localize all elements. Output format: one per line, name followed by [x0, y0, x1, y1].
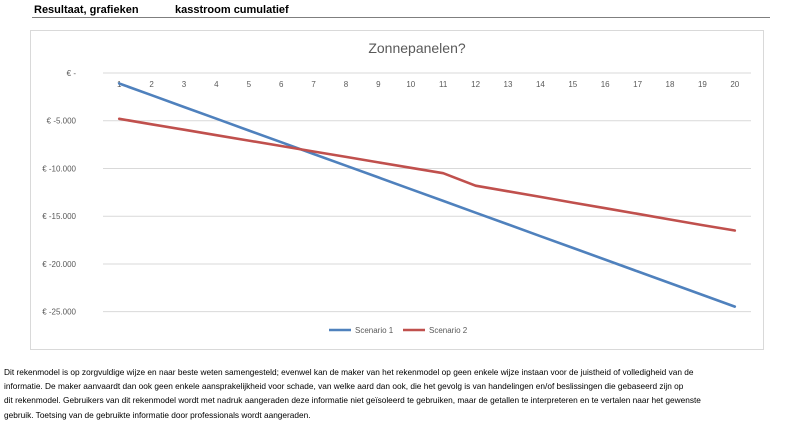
x-tick-label: 6: [279, 80, 284, 89]
series-line-scenario-1: [117, 82, 737, 308]
disclaimer-line: dit rekenmodel. Gebruikers van dit reken…: [4, 395, 701, 406]
y-tick-label: € -5.000: [47, 117, 77, 126]
disclaimer-line: informatie. De maker aanvaardt dan ook g…: [4, 381, 684, 392]
x-tick-label: 17: [633, 80, 642, 89]
y-tick-label: € -10.000: [42, 164, 76, 173]
x-tick-label: 14: [536, 80, 545, 89]
y-tick-label: € -20.000: [42, 260, 76, 269]
x-tick-label: 5: [247, 80, 252, 89]
x-tick-label: 2: [149, 80, 154, 89]
line-chart: Zonnepanelen? € - € -5.000 € -10.000 € -15.0…: [42, 40, 751, 335]
legend-label: Scenario 1: [355, 326, 394, 335]
sheet-header: Resultaat, grafieken kasstroom cumulatie…: [32, 3, 770, 18]
x-tick-label: 12: [471, 80, 480, 89]
disclaimer-text: Dit rekenmodel is op zorgvuldige wijze e…: [4, 365, 786, 422]
x-tick-label: 13: [504, 80, 513, 89]
x-tick-label: 8: [344, 80, 349, 89]
x-tick-label: 4: [214, 80, 219, 89]
x-tick-label: 11: [439, 80, 448, 89]
x-tick-label: 3: [182, 80, 187, 89]
x-tick-label: 10: [406, 80, 415, 89]
y-tick-label: € -25.000: [42, 308, 76, 317]
disclaimer-line: gebruik. Toetsing van de gebruikte infor…: [4, 409, 311, 420]
y-tick-label: € -: [67, 69, 77, 78]
x-tick-label: 7: [311, 80, 316, 89]
legend-label: Scenario 2: [429, 326, 468, 335]
x-tick-label: 15: [568, 80, 577, 89]
header-title-results: Resultaat, grafieken: [34, 4, 139, 16]
x-tick-label: 16: [601, 80, 610, 89]
x-tick-label: 20: [730, 80, 739, 89]
header-title-cashflow: kasstroom cumulatief: [175, 4, 289, 16]
y-tick-label: € -15.000: [42, 212, 76, 221]
chart-area[interactable]: Zonnepanelen? € - € -5.000 € -10.000 € -15.0…: [30, 30, 764, 350]
x-tick-label: 9: [376, 80, 381, 89]
chart-title: Zonnepanelen?: [368, 40, 466, 56]
x-tick-label: 19: [698, 80, 707, 89]
disclaimer-line: Dit rekenmodel is op zorgvuldige wijze e…: [4, 367, 694, 377]
x-tick-label: 18: [666, 80, 675, 89]
series-line-scenario-2: [117, 117, 737, 232]
